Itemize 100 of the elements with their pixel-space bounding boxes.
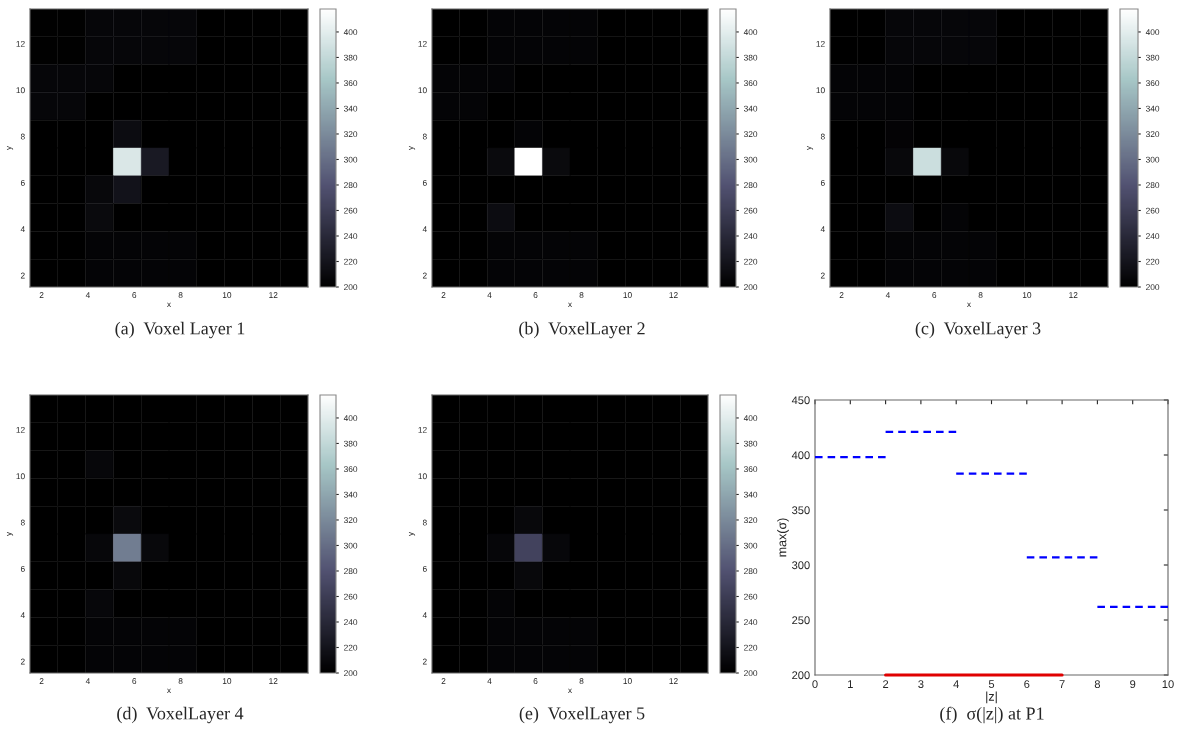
color-bar-label: 200 (744, 284, 758, 291)
y-tick-label: 8 (422, 133, 427, 140)
color-bar-label: 400 (343, 415, 358, 422)
x-tick-label: 12 (669, 292, 678, 298)
y-tick-label: 2 (422, 658, 427, 665)
color-bar-label: 220 (344, 644, 358, 651)
y-tick-label: 400 (791, 451, 810, 460)
x-tick-label: 4 (885, 292, 890, 298)
y-tick-label: 10 (16, 473, 25, 480)
color-bar-label: 280 (744, 568, 758, 575)
y-tick-label: 10 (16, 87, 25, 94)
y-tick-label: 6 (20, 179, 25, 186)
x-axis-title: x (568, 302, 572, 308)
x-tick-label: 6 (1024, 680, 1030, 689)
y-tick-label: 8 (820, 133, 825, 140)
y-tick-label: 6 (20, 565, 25, 572)
x-tick-label: 10 (222, 678, 232, 684)
color-bar-label: 240 (1146, 233, 1160, 240)
x-axis-title: x (167, 302, 171, 308)
color-bar-label: 220 (344, 258, 358, 265)
x-tick-label: 9 (1130, 680, 1136, 689)
y-tick-label: 450 (791, 396, 810, 405)
color-bar-label: 340 (1145, 105, 1160, 112)
color-bar-label: 220 (1146, 258, 1160, 265)
x-tick-label: 2 (883, 680, 889, 688)
color-bar-label: 220 (744, 258, 758, 265)
color-bar-label: 240 (744, 233, 758, 240)
x-tick-label: 4 (487, 678, 492, 684)
color-bar-label: 300 (743, 156, 758, 163)
text: (e) VoxelLayer 5 (519, 706, 645, 724)
x-tick-label: 4 (85, 292, 90, 298)
y-axis-title: max(σ) (777, 518, 789, 557)
x-tick-label: 8 (978, 292, 983, 298)
x-tick-label: 2 (839, 292, 844, 298)
y-tick-label: 12 (16, 40, 25, 47)
y-tick-label: 6 (820, 179, 825, 186)
color-bar-label: 260 (744, 593, 758, 600)
y-tick-label: 2 (422, 272, 427, 279)
y-tick-label: 4 (422, 226, 427, 233)
y-axis-title: y (806, 145, 814, 151)
x-tick-label: 2 (441, 292, 446, 298)
x-tick-label: 2 (39, 678, 44, 684)
x-tick-label: 1 (848, 680, 853, 688)
y-tick-label: 2 (820, 272, 825, 279)
x-tick-label: 6 (132, 678, 137, 684)
color-bar-label: 200 (344, 670, 358, 677)
color-bar-label: 400 (1145, 29, 1160, 36)
x-tick-label: 6 (932, 292, 937, 298)
x-tick-label: 8 (579, 292, 584, 298)
y-axis-title: y (408, 145, 416, 151)
y-tick-label: 4 (20, 226, 25, 233)
x-axis-title: x (967, 302, 971, 308)
x-tick-label: 10 (222, 292, 232, 298)
text: (b) VoxelLayer 2 (519, 321, 645, 339)
x-tick-label: 8 (178, 292, 183, 298)
x-tick-label: 6 (533, 678, 538, 684)
text: (f) σ(|z|) at P1 (940, 706, 1044, 724)
color-bar-label: 360 (343, 466, 358, 473)
text: (a) Voxel Layer 1 (115, 321, 245, 339)
x-tick-label: 12 (669, 678, 678, 684)
y-tick-label: 8 (422, 519, 427, 526)
color-bar-label: 300 (743, 542, 758, 549)
color-bar-label: 380 (743, 440, 758, 447)
color-bar-label: 300 (343, 156, 358, 163)
y-tick-label: 12 (816, 40, 825, 47)
y-axis-title: y (6, 531, 14, 537)
color-bar-label: 280 (1146, 182, 1160, 189)
color-bar-label: 360 (743, 466, 758, 473)
color-bar-label: 220 (744, 644, 758, 651)
y-tick-label: 4 (20, 612, 25, 619)
y-tick-label: 10 (418, 473, 427, 480)
text: (c) VoxelLayer 3 (915, 321, 1041, 339)
color-bar-label: 340 (343, 105, 358, 112)
color-bar-label: 260 (1146, 207, 1160, 214)
y-tick-label: 6 (422, 565, 427, 572)
y-tick-label: 250 (792, 616, 810, 625)
x-tick-label: 0 (812, 680, 818, 689)
x-tick-label: 4 (85, 678, 90, 684)
y-tick-label: 200 (792, 671, 810, 680)
color-bar-label: 280 (344, 568, 358, 575)
x-tick-label: 6 (132, 292, 137, 298)
color-bar-label: 360 (743, 80, 758, 87)
y-tick-label: 12 (418, 40, 427, 47)
color-bar-label: 260 (744, 207, 758, 214)
color-bar-label: 340 (343, 491, 358, 498)
y-tick-label: 12 (418, 426, 427, 433)
x-tick-label: 4 (487, 292, 492, 298)
color-bar-label: 240 (744, 619, 758, 626)
x-tick-label: 4 (953, 680, 959, 688)
x-tick-label: 2 (39, 292, 44, 298)
y-tick-label: 2 (20, 272, 25, 279)
y-tick-label: 10 (816, 87, 825, 94)
color-bar-label: 200 (744, 670, 758, 677)
y-tick-label: 350 (792, 506, 810, 515)
y-tick-label: 10 (418, 87, 427, 94)
color-bar-label: 360 (1145, 80, 1160, 87)
y-tick-label: 300 (792, 561, 810, 570)
color-bar-label: 320 (343, 131, 358, 138)
color-bar-label: 280 (744, 182, 758, 189)
y-axis-title: y (6, 145, 14, 151)
